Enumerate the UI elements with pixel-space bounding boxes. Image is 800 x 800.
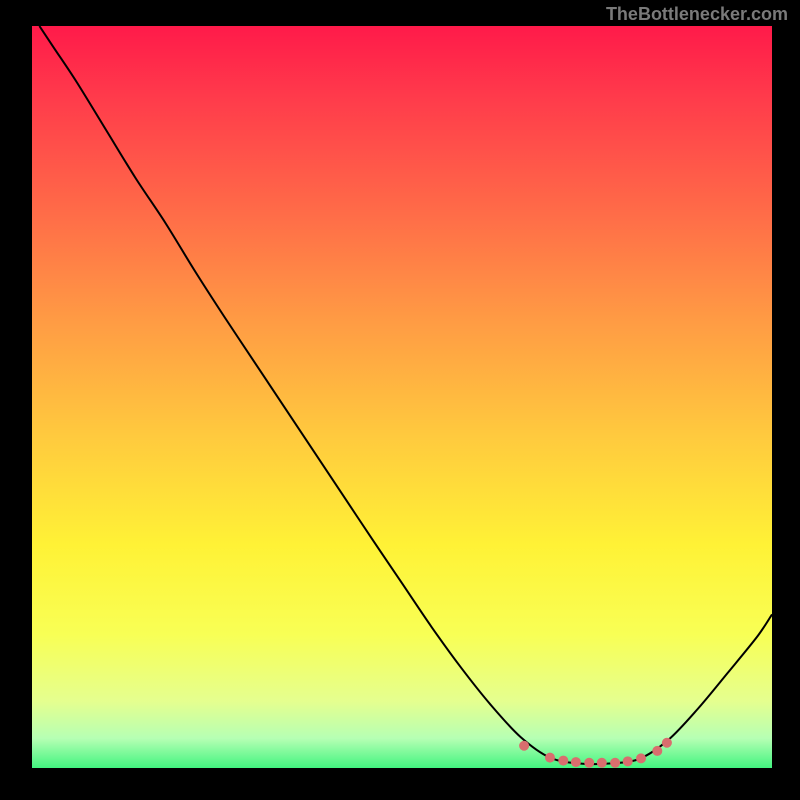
marker-point [610,758,620,768]
chart-svg [32,26,772,768]
marker-point [519,741,529,751]
chart-container: TheBottlenecker.com [0,0,800,800]
watermark-text: TheBottlenecker.com [606,4,788,25]
marker-point [597,758,607,768]
marker-point [652,746,662,756]
marker-point [584,758,594,768]
marker-point [571,757,581,767]
marker-point [545,753,555,763]
marker-point [662,738,672,748]
plot-area [32,26,772,768]
marker-point [636,753,646,763]
marker-point [558,756,568,766]
gradient-background [32,26,772,768]
marker-point [623,756,633,766]
